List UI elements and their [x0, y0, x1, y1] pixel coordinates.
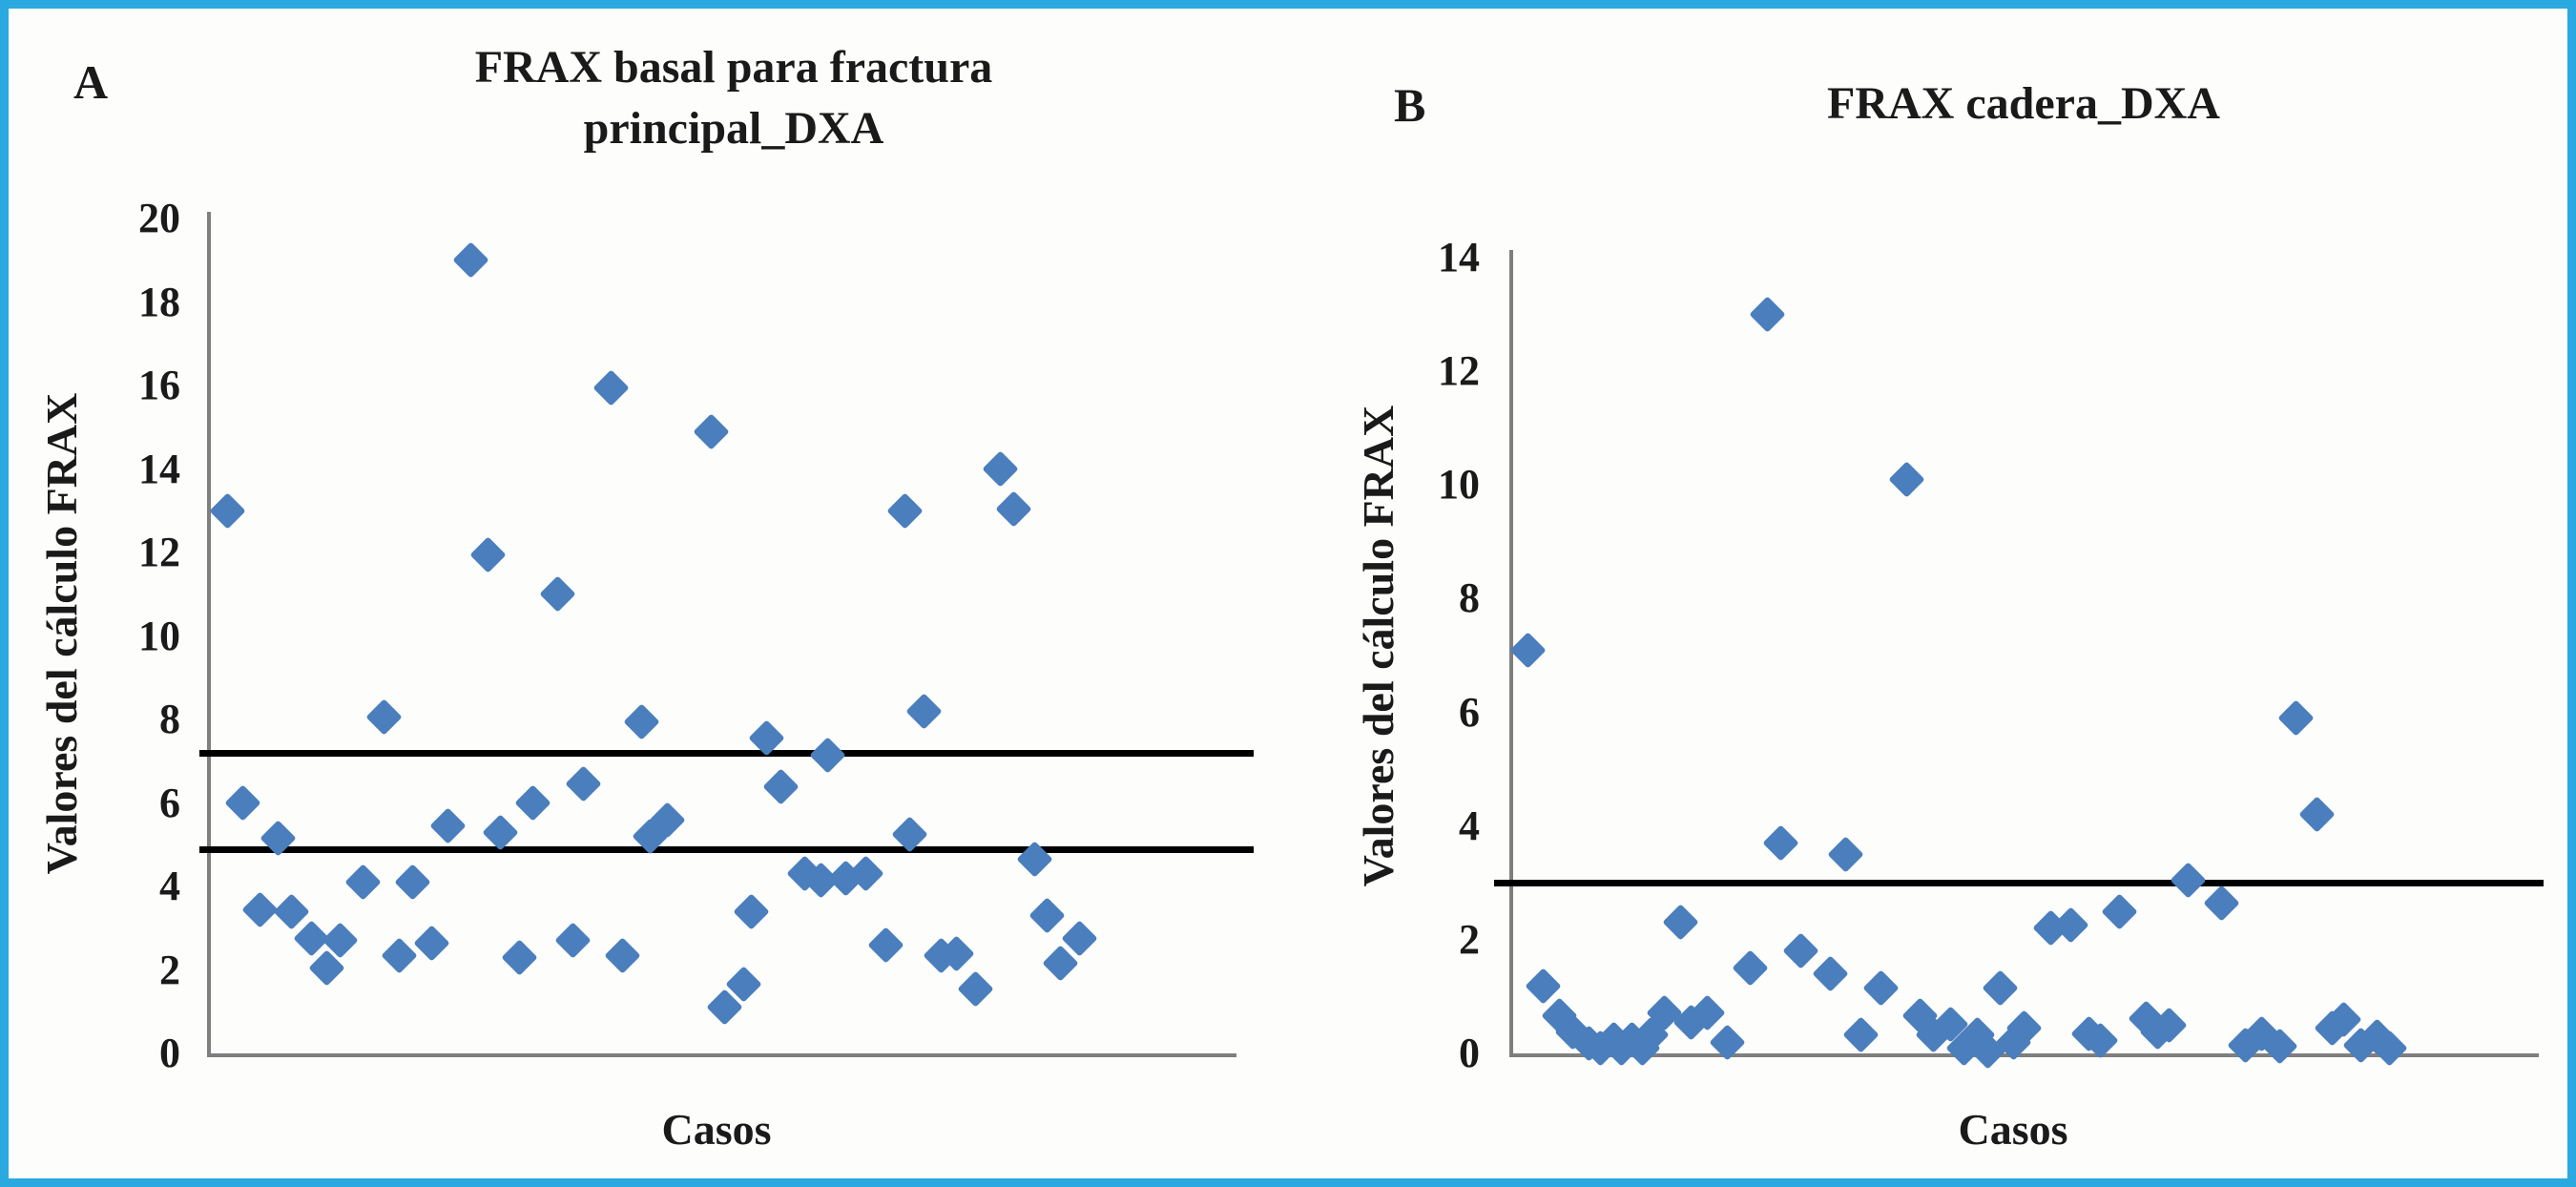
y-tick-label: 0	[159, 1030, 180, 1076]
threshold-line	[199, 750, 1254, 757]
data-point	[501, 939, 538, 976]
y-tick-label: 2	[1459, 915, 1480, 963]
y-tick-label: 6	[159, 779, 180, 826]
data-point	[394, 864, 432, 901]
data-point	[344, 864, 382, 901]
y-tick-label: 2	[159, 946, 180, 993]
data-point	[2203, 885, 2241, 922]
data-point	[886, 492, 924, 530]
data-point	[482, 814, 519, 851]
y-tick-label: 18	[138, 278, 180, 325]
data-point	[565, 765, 602, 802]
data-point	[762, 767, 800, 805]
panel-b-x-axis-label: Casos	[1958, 1105, 2068, 1154]
data-point	[1732, 949, 1769, 987]
y-tick-label: 8	[1459, 574, 1480, 622]
data-point	[241, 890, 279, 928]
data-point	[1842, 1016, 1880, 1054]
data-point	[905, 693, 943, 730]
data-point	[1812, 955, 1849, 992]
data-point	[1982, 969, 2019, 1007]
data-point	[956, 970, 994, 1008]
data-point	[1509, 631, 1547, 669]
y-axis-line	[1509, 250, 1513, 1057]
data-point	[429, 807, 467, 844]
x-axis-line	[207, 1053, 1236, 1057]
data-point	[2101, 892, 2138, 930]
panel-a-label: A	[73, 55, 109, 109]
y-tick-label: 6	[1459, 688, 1480, 736]
y-tick-label: 14	[1438, 234, 1480, 281]
panel-a-title-line1: FRAX basal para fractura	[474, 42, 993, 93]
data-point	[623, 703, 660, 740]
panel-b-title-line1: FRAX cadera_DXA	[1827, 78, 2220, 129]
y-axis-line	[207, 212, 211, 1057]
data-point	[604, 937, 641, 974]
panel-b-y-axis-label: Valores del cálculo FRAX	[1354, 405, 1402, 887]
y-tick-label: 10	[138, 612, 180, 659]
data-point	[1525, 968, 1562, 1005]
data-point	[365, 698, 403, 736]
data-point	[1782, 932, 1819, 969]
data-point	[224, 784, 261, 822]
panel-a-x-axis-label: Casos	[661, 1105, 772, 1154]
data-point	[554, 922, 592, 959]
data-point	[413, 924, 450, 962]
data-point	[1827, 836, 1864, 873]
data-point	[469, 536, 507, 573]
data-point	[1762, 824, 1799, 862]
data-point	[693, 413, 730, 450]
data-point	[2170, 862, 2207, 899]
panel-a-title-line2: principal_DXA	[583, 103, 884, 154]
data-point	[982, 450, 1019, 488]
data-point	[1888, 461, 1926, 498]
data-point	[209, 492, 246, 530]
x-axis-line	[1509, 1053, 2539, 1057]
data-point	[514, 784, 551, 822]
panel-b-label: B	[1394, 78, 1426, 132]
data-point	[1749, 296, 1786, 333]
y-tick-label: 0	[1459, 1030, 1480, 1076]
y-tick-label: 4	[1459, 802, 1480, 849]
data-point	[592, 369, 630, 406]
data-point	[452, 241, 489, 279]
y-tick-label: 12	[138, 529, 180, 575]
data-point	[539, 575, 576, 613]
y-tick-label: 10	[1438, 461, 1480, 509]
data-point	[733, 893, 770, 930]
y-tick-label: 12	[1438, 347, 1480, 395]
y-tick-label: 20	[138, 195, 180, 241]
threshold-line	[199, 845, 1254, 853]
data-point	[1861, 969, 1900, 1007]
y-tick-label: 14	[138, 445, 180, 492]
panel-b-title: FRAX cadera_DXA	[1499, 73, 2548, 135]
data-point	[809, 737, 846, 774]
data-point	[2277, 699, 2315, 737]
data-point	[1028, 897, 1066, 934]
y-tick-label: 8	[159, 696, 180, 742]
y-tick-label: 16	[138, 362, 180, 408]
panel-a-title: FRAX basal para fractura principal_DXA	[209, 37, 1258, 159]
data-point	[867, 927, 904, 964]
data-point	[381, 937, 419, 974]
data-point	[272, 893, 310, 930]
data-point	[1662, 904, 1699, 942]
y-tick-label: 4	[159, 863, 180, 909]
data-point	[995, 489, 1032, 528]
threshold-line	[1494, 880, 2544, 887]
data-point	[2298, 796, 2337, 833]
